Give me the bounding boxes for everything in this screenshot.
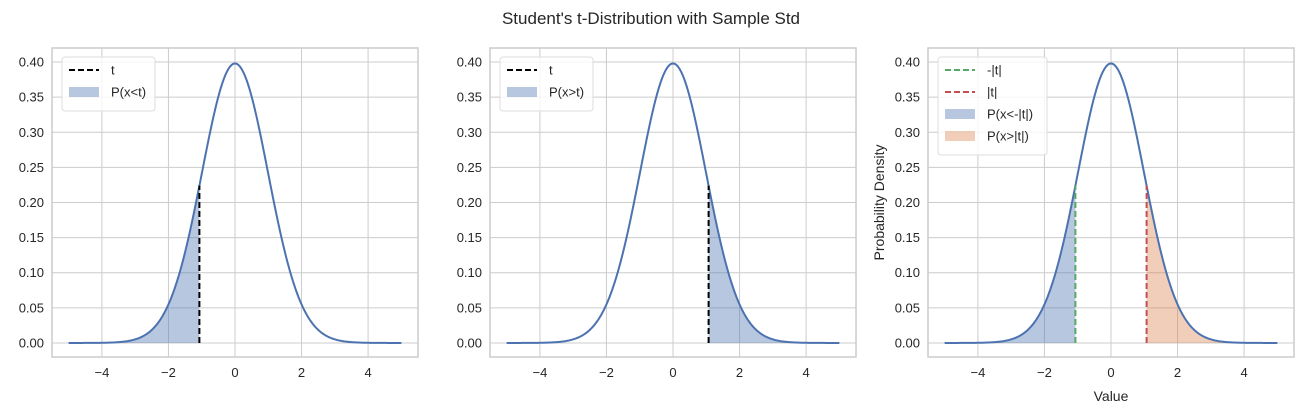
legend-label: -|t| — [987, 63, 1002, 78]
x-tick-label: 4 — [364, 365, 371, 380]
y-tick-label: 0.05 — [895, 300, 920, 315]
y-tick-label: 0.40 — [19, 55, 44, 70]
legend: -|t| |t| P(x<-|t|) P(x>|t|) — [937, 56, 1048, 156]
legend-patch-swatch — [945, 109, 975, 119]
shaded-area-left — [68, 185, 200, 343]
axes-frame — [51, 47, 419, 358]
y-tick-label: 0.40 — [895, 55, 920, 70]
x-tick-label: 2 — [736, 365, 743, 380]
y-axis-label: Probability Density — [871, 145, 887, 261]
density-curve — [68, 62, 402, 344]
panel-2: −4 −2 0 2 4 0.00 0.05 0.10 0.15 0.20 0.25 0.30 0.35 0… — [457, 47, 857, 380]
legend-label: P(x>|t|) — [987, 129, 1029, 144]
legend-label: |t| — [987, 85, 997, 100]
panel-3: −4 −2 0 2 4 0.00 0.05 0.10 0.15 0.20 0.25 0.30 0.35 0… — [871, 47, 1295, 404]
y-tick-label: 0.25 — [895, 160, 920, 175]
density-curve — [506, 62, 840, 344]
legend-box — [937, 56, 1048, 156]
axes-frame — [927, 47, 1295, 358]
x-tick-label: 4 — [1240, 365, 1247, 380]
axes-frame — [489, 47, 857, 358]
y-tick-label: 0.10 — [457, 265, 482, 280]
legend-patch-swatch — [507, 87, 537, 97]
shaded-area-left — [944, 185, 1076, 343]
y-tick-label: 0.20 — [19, 195, 44, 210]
x-tick-label: 0 — [1107, 365, 1114, 380]
y-tick-label: 0.15 — [895, 230, 920, 245]
y-tick-label: 0.35 — [19, 90, 44, 105]
legend: t P(x<t) — [61, 56, 156, 112]
y-tick-label: 0.25 — [19, 160, 44, 175]
x-axis-label: Value — [1094, 388, 1129, 404]
x-tick-label: 0 — [231, 365, 238, 380]
y-tick-label: 0.30 — [895, 125, 920, 140]
x-tick-label: 2 — [298, 365, 305, 380]
x-tick-label: −2 — [161, 365, 176, 380]
chart-title: Student's t-Distribution with Sample Std — [502, 9, 800, 28]
y-tick-label: 0.00 — [895, 335, 920, 350]
legend-label: P(x<-|t|) — [987, 107, 1033, 122]
legend-patch-swatch — [69, 87, 99, 97]
x-tick-label: −2 — [599, 365, 614, 380]
legend-box — [499, 56, 594, 112]
density-curve — [944, 62, 1278, 344]
y-tick-label: 0.10 — [895, 265, 920, 280]
y-tick-label: 0.15 — [19, 230, 44, 245]
y-tick-label: 0.00 — [19, 335, 44, 350]
legend-label: t — [549, 63, 553, 78]
y-tick-label: 0.05 — [457, 300, 482, 315]
x-tick-label: −2 — [1037, 365, 1052, 380]
legend-patch-swatch — [945, 131, 975, 141]
y-tick-label: 0.20 — [895, 195, 920, 210]
legend-label: P(x<t) — [111, 85, 146, 100]
y-tick-label: 0.30 — [457, 125, 482, 140]
y-tick-label: 0.05 — [19, 300, 44, 315]
y-tick-label: 0.25 — [457, 160, 482, 175]
panel-1: −4 −2 0 2 4 0.00 0.05 0.10 0.15 0.20 0.25 0.30 0.35 0… — [19, 47, 419, 380]
legend: t P(x>t) — [499, 56, 594, 112]
x-tick-label: −4 — [970, 365, 985, 380]
y-tick-label: 0.15 — [457, 230, 482, 245]
y-tick-label: 0.30 — [19, 125, 44, 140]
x-tick-label: −4 — [532, 365, 547, 380]
y-tick-label: 0.20 — [457, 195, 482, 210]
y-tick-label: 0.40 — [457, 55, 482, 70]
y-tick-label: 0.35 — [895, 90, 920, 105]
legend-label: t — [111, 63, 115, 78]
y-tick-label: 0.35 — [457, 90, 482, 105]
y-tick-label: 0.00 — [457, 335, 482, 350]
shaded-area-right — [1146, 185, 1278, 343]
x-tick-label: 0 — [669, 365, 676, 380]
x-tick-label: −4 — [94, 365, 109, 380]
x-tick-label: 4 — [802, 365, 809, 380]
legend-box — [61, 56, 156, 112]
x-tick-label: 2 — [1174, 365, 1181, 380]
shaded-area-right — [708, 185, 840, 343]
legend-label: P(x>t) — [549, 85, 584, 100]
y-tick-label: 0.10 — [19, 265, 44, 280]
